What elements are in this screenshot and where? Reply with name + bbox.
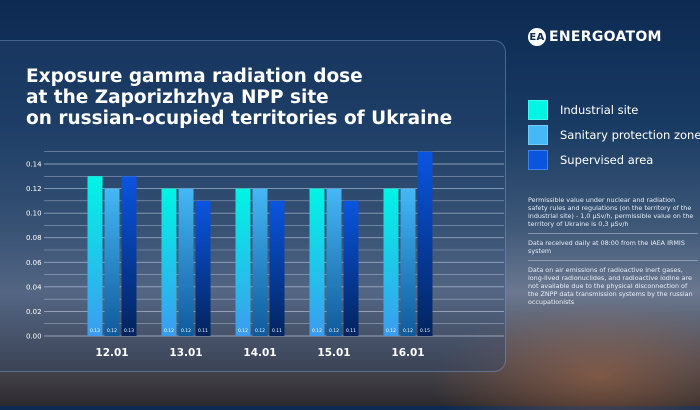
bar — [309, 188, 325, 336]
y-tick-label: 0.10 — [26, 210, 42, 218]
bar-value-label: 0.12 — [181, 328, 191, 334]
y-tick-label: 0.06 — [26, 259, 42, 267]
divider — [528, 233, 698, 234]
notes: Permissible value under nuclear and radi… — [528, 196, 700, 311]
bar — [195, 200, 211, 336]
bar — [178, 188, 194, 336]
bar — [269, 200, 285, 336]
x-tick-label: 15.01 — [317, 347, 350, 359]
legend-swatch — [528, 100, 548, 120]
x-tick-label: 12.01 — [95, 347, 128, 359]
bar — [417, 151, 433, 336]
bar-value-label: 0.12 — [403, 328, 413, 334]
bar — [400, 188, 416, 336]
bar-value-label: 0.11 — [198, 328, 208, 334]
bar-value-label: 0.11 — [346, 328, 356, 334]
energoatom-logo: EA ENERGOATOM — [528, 28, 662, 46]
bar — [383, 188, 399, 336]
y-tick-label: 0.12 — [26, 185, 42, 193]
bar — [235, 188, 251, 336]
legend-swatch — [528, 150, 548, 170]
y-tick-label: 0.02 — [26, 308, 42, 316]
x-tick-label: 13.01 — [169, 347, 202, 359]
bar — [104, 188, 120, 336]
bar-value-label: 0.13 — [124, 328, 134, 334]
brand-name: ENERGOATOM — [549, 29, 662, 45]
bar-chart: 0.00 0.02 0.04 0.06 0.08 0.10 0.12 0.14 0.13 0.12… — [26, 151, 504, 359]
chart-title: Exposure gamma radiation dose at the Zap… — [26, 66, 452, 129]
bar-value-label: 0.12 — [312, 328, 322, 334]
y-tick-label: 0.00 — [26, 333, 42, 341]
legend-item-industrial-site: Industrial site — [528, 100, 638, 120]
bar — [161, 188, 177, 336]
bar-value-label: 0.13 — [90, 328, 100, 334]
bar-value-label: 0.12 — [164, 328, 174, 334]
y-tick-label: 0.04 — [26, 283, 42, 291]
note-text: Data received daily at 08:00 from the IA… — [528, 239, 685, 255]
bar-value-label: 0.12 — [329, 328, 339, 334]
legend-item-supervised-area: Supervised area — [528, 150, 653, 170]
bar-value-label: 0.12 — [255, 328, 265, 334]
logo-mark-icon: EA — [528, 28, 546, 46]
legend-label: Sanitary protection zone — [560, 128, 700, 142]
bar — [326, 188, 342, 336]
title-line: Exposure gamma radiation dose — [26, 66, 363, 87]
bar — [252, 188, 268, 336]
divider — [528, 260, 698, 261]
title-line: at the Zaporizhzhya NPP site — [26, 87, 329, 108]
background-glow — [430, 300, 700, 410]
bar-value-label: 0.12 — [386, 328, 396, 334]
x-tick-label: 16.01 — [391, 347, 424, 359]
bar-value-label: 0.11 — [272, 328, 282, 334]
legend-label: Industrial site — [560, 103, 639, 117]
legend-label: Supervised area — [560, 153, 654, 167]
x-tick-label: 14.01 — [243, 347, 276, 359]
bar-value-label: 0.12 — [238, 328, 248, 334]
legend-swatch — [528, 125, 548, 145]
y-tick-label: 0.08 — [26, 234, 42, 242]
bar — [121, 176, 137, 336]
note-text: Data on air emissions of radioactive ine… — [528, 266, 693, 306]
title-line: on russian-ocupied territories of Ukrain… — [26, 108, 453, 129]
note-text: Permissible value under nuclear and radi… — [528, 196, 694, 228]
bar-value-label: 0.15 — [420, 328, 430, 334]
bar — [87, 176, 103, 336]
bar — [343, 200, 359, 336]
y-tick-label: 0.14 — [26, 161, 42, 169]
legend-item-sanitary-zone: Sanitary protection zone — [528, 125, 700, 145]
bar-value-label: 0.12 — [107, 328, 117, 334]
